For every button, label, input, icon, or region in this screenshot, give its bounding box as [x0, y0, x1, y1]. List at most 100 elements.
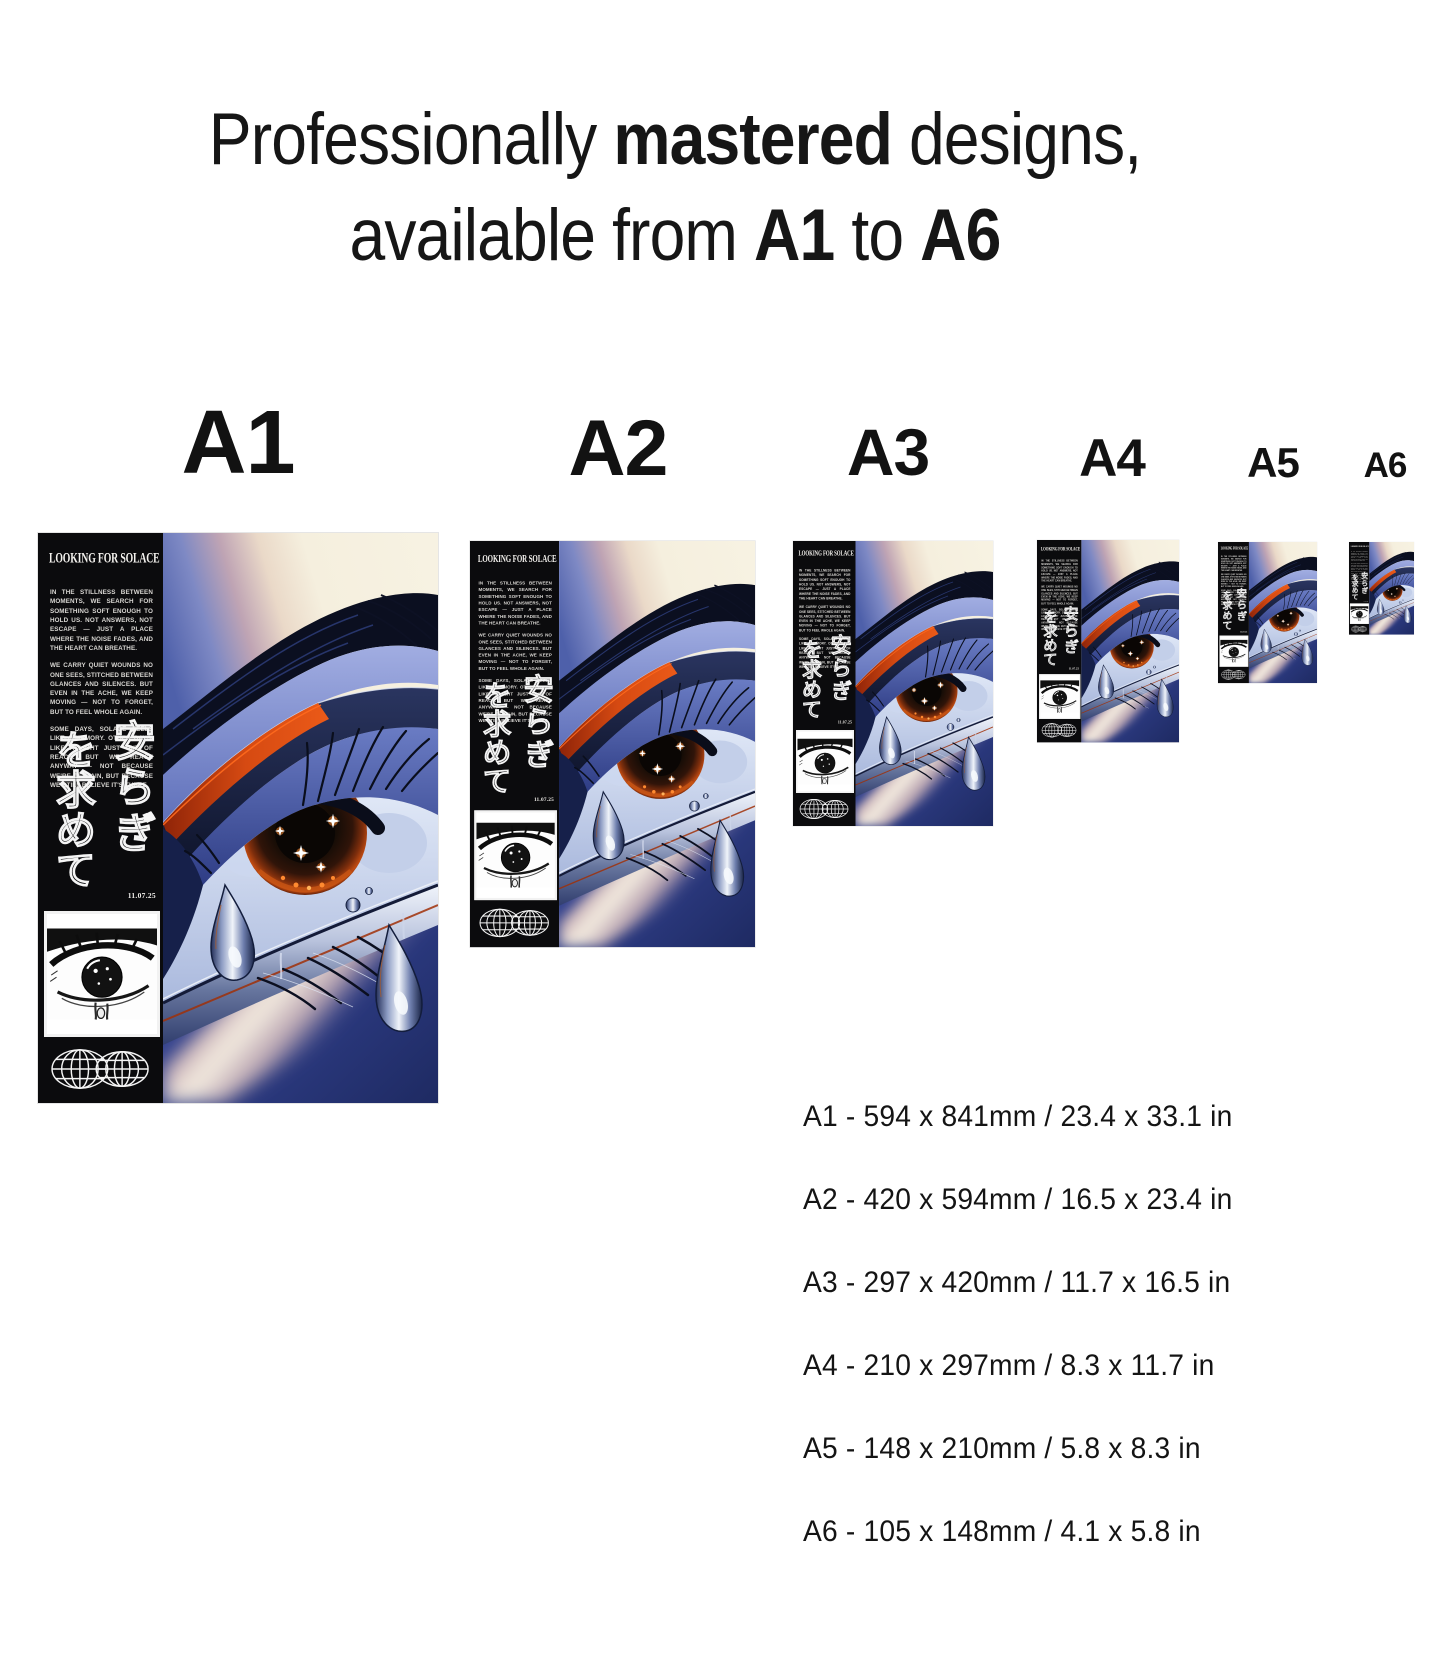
poster-title: LOOKING FOR SOLACE — [1350, 544, 1369, 548]
japanese-vertical-text-left: を求めて — [1350, 573, 1359, 600]
solace-poster: LOOKING FOR SOLACE IN THE STILLNESS BETW… — [1037, 540, 1179, 743]
size-label-a4: A4 — [1079, 429, 1146, 488]
bw-eye-thumbnail — [796, 730, 854, 793]
bw-crying-eye-icon — [1220, 639, 1248, 663]
size-spec-row-a1: A1 - 594 x 841mm / 23.4 x 33.1 in — [803, 1100, 1233, 1133]
bw-crying-eye-icon — [476, 822, 555, 888]
poster-paragraph-1: IN THE STILLNESS BETWEEN MOMENTS, WE SEA… — [799, 569, 851, 601]
japanese-vertical-text-right: 安らぎ — [519, 673, 555, 772]
chrome-eye-artwork — [1369, 542, 1414, 635]
page-title: Professionally mastered designs, availab… — [81, 92, 1269, 285]
poster-paragraph-2: WE CARRY QUIET WOUNDS NO ONE SEES, STITC… — [1350, 562, 1368, 572]
bw-crying-eye-icon — [1350, 606, 1369, 622]
solace-poster: LOOKING FOR SOLACE IN THE STILLNESS BETW… — [1218, 542, 1317, 684]
poster-date: 11.07.25 — [1240, 630, 1248, 633]
bw-eye-thumbnail — [1039, 674, 1081, 719]
poster-paragraphs: IN THE STILLNESS BETWEEN MOMENTS, WE SEA… — [50, 588, 153, 790]
poster-sidebar: LOOKING FOR SOLACE IN THE STILLNESS BETW… — [1218, 542, 1249, 684]
poster-paragraph-3: SOME DAYS, SOLACE FEELS LIKE A MEMORY. O… — [478, 678, 552, 724]
chrome-eye-artwork — [855, 541, 993, 826]
poster-paragraph-1: IN THE STILLNESS BETWEEN MOMENTS, WE SEA… — [1350, 551, 1368, 562]
chrome-eye-artwork — [163, 533, 438, 1103]
page-title-line1: Professionally mastered designs, — [208, 99, 1142, 180]
chrome-eye-artwork — [559, 541, 755, 948]
size-spec-row-a4: A4 - 210 x 297mm / 8.3 x 11.7 in — [803, 1349, 1215, 1382]
poster-title: LOOKING FOR SOLACE — [477, 552, 557, 565]
poster-paragraphs: IN THE STILLNESS BETWEEN MOMENTS, WE SEA… — [1221, 556, 1246, 606]
size-spec-row-a5: A5 - 148 x 210mm / 5.8 x 8.3 in — [803, 1432, 1201, 1465]
poster-paragraph-3: SOME DAYS, SOLACE FEELS LIKE A MEMORY. O… — [799, 637, 851, 669]
size-label-a5: A5 — [1247, 439, 1300, 486]
japanese-vertical-text-right: 安らぎ — [1360, 572, 1369, 595]
solace-poster: LOOKING FOR SOLACE IN THE STILLNESS BETW… — [38, 533, 438, 1103]
poster-paragraph-2: WE CARRY QUIET WOUNDS NO ONE SEES, STITC… — [1041, 585, 1078, 605]
size-spec-row-a6: A6 - 105 x 148mm / 4.1 x 5.8 in — [803, 1515, 1201, 1548]
poster-a1: LOOKING FOR SOLACE IN THE STILLNESS BETW… — [38, 533, 438, 1103]
size-label-a3: A3 — [846, 415, 930, 489]
poster-sidebar: LOOKING FOR SOLACE IN THE STILLNESS BETW… — [793, 541, 856, 826]
bw-crying-eye-icon — [797, 738, 853, 785]
poster-sidebar: LOOKING FOR SOLACE IN THE STILLNESS BETW… — [1349, 542, 1370, 635]
poster-a5: LOOKING FOR SOLACE IN THE STILLNESS BETW… — [1218, 542, 1317, 684]
double-globe-icon — [1220, 669, 1247, 681]
poster-paragraph-1: IN THE STILLNESS BETWEEN MOMENTS, WE SEA… — [478, 580, 552, 626]
poster-date: 11.07.25 — [1068, 667, 1079, 671]
poster-title: LOOKING FOR SOLACE — [49, 549, 160, 566]
poster-sidebar: LOOKING FOR SOLACE IN THE STILLNESS BETW… — [38, 533, 163, 1103]
poster-title: LOOKING FOR SOLACE — [798, 549, 854, 558]
poster-date: 11.07.25 — [1363, 600, 1369, 602]
poster-a6: LOOKING FOR SOLACE IN THE STILLNESS BETW… — [1349, 542, 1414, 635]
poster-paragraph-3: SOME DAYS, SOLACE FEELS LIKE A MEMORY. O… — [1041, 608, 1078, 631]
bw-eye-thumbnail — [1349, 603, 1369, 624]
japanese-vertical-text-right: 安らぎ — [1061, 606, 1079, 656]
double-globe-icon — [1350, 625, 1368, 633]
double-globe-icon — [798, 797, 852, 821]
double-globe-icon — [1040, 722, 1078, 739]
japanese-vertical-text-left: を求めて — [48, 728, 95, 889]
japanese-vertical-text-right: 安らぎ — [106, 718, 156, 857]
bw-eye-thumbnail — [1219, 635, 1249, 667]
poster-paragraph-1: IN THE STILLNESS BETWEEN MOMENTS, WE SEA… — [1041, 559, 1078, 583]
poster-paragraph-3: SOME DAYS, SOLACE FEELS LIKE A MEMORY. O… — [1350, 573, 1368, 584]
poster-title: LOOKING FOR SOLACE — [1220, 545, 1249, 551]
japanese-vertical-text-right: 安らぎ — [1235, 588, 1248, 623]
poster-date: 11.07.25 — [533, 796, 555, 803]
poster-paragraphs: IN THE STILLNESS BETWEEN MOMENTS, WE SEA… — [1351, 551, 1368, 584]
size-label-a1: A1 — [181, 393, 295, 493]
japanese-vertical-text-left: を求めて — [477, 680, 511, 795]
poster-a2: LOOKING FOR SOLACE IN THE STILLNESS BETW… — [470, 541, 755, 948]
poster-paragraph-2: WE CARRY QUIET WOUNDS NO ONE SEES, STITC… — [478, 633, 552, 672]
poster-paragraph-2: WE CARRY QUIET WOUNDS NO ONE SEES, STITC… — [799, 605, 851, 633]
size-spec-row-a3: A3 - 297 x 420mm / 11.7 x 16.5 in — [803, 1266, 1231, 1299]
poster-date: 11.07.25 — [837, 720, 852, 725]
poster-sidebar: LOOKING FOR SOLACE IN THE STILLNESS BETW… — [1037, 540, 1082, 743]
solace-poster: LOOKING FOR SOLACE IN THE STILLNESS BETW… — [470, 541, 755, 948]
solace-poster: LOOKING FOR SOLACE IN THE STILLNESS BETW… — [1349, 542, 1414, 635]
double-globe-icon — [47, 1045, 155, 1093]
bw-crying-eye-icon — [47, 928, 157, 1020]
poster-date: 11.07.25 — [127, 891, 156, 900]
poster-paragraphs: IN THE STILLNESS BETWEEN MOMENTS, WE SEA… — [799, 569, 851, 670]
poster-paragraphs: IN THE STILLNESS BETWEEN MOMENTS, WE SEA… — [479, 580, 552, 724]
size-spec-row-a2: A2 - 420 x 594mm / 16.5 x 23.4 in — [803, 1183, 1233, 1216]
poster-sidebar: LOOKING FOR SOLACE IN THE STILLNESS BETW… — [470, 541, 560, 948]
poster-a3: LOOKING FOR SOLACE IN THE STILLNESS BETW… — [793, 541, 993, 826]
poster-paragraph-1: IN THE STILLNESS BETWEEN MOMENTS, WE SEA… — [50, 589, 153, 652]
bw-eye-thumbnail — [44, 911, 160, 1037]
japanese-vertical-text-left: を求めて — [798, 639, 822, 720]
chrome-eye-artwork — [1081, 540, 1179, 743]
poster-paragraphs: IN THE STILLNESS BETWEEN MOMENTS, WE SEA… — [1041, 560, 1078, 632]
poster-a4: LOOKING FOR SOLACE IN THE STILLNESS BETW… — [1037, 540, 1179, 743]
poster-paragraph-2: WE CARRY QUIET WOUNDS NO ONE SEES, STITC… — [1220, 573, 1247, 588]
bw-eye-thumbnail — [474, 810, 557, 901]
solace-poster: LOOKING FOR SOLACE IN THE STILLNESS BETW… — [793, 541, 993, 826]
chrome-eye-artwork — [1248, 542, 1317, 684]
size-label-a2: A2 — [568, 403, 669, 492]
japanese-vertical-text-left: を求めて — [1220, 590, 1233, 631]
poster-paragraph-2: WE CARRY QUIET WOUNDS NO ONE SEES, STITC… — [50, 662, 154, 716]
poster-title: LOOKING FOR SOLACE — [1040, 545, 1081, 552]
japanese-vertical-text-right: 安らぎ — [827, 634, 852, 704]
size-label-a6: A6 — [1363, 446, 1408, 485]
poster-paragraph-1: IN THE STILLNESS BETWEEN MOMENTS, WE SEA… — [1220, 555, 1247, 572]
